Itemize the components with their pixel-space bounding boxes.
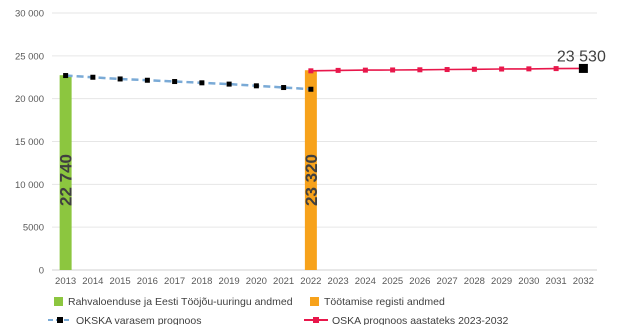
legend-label: Rahvaloenduse ja Eesti Tööjõu-uuringu an… [68,296,293,308]
data-point-marker [362,67,368,73]
data-point-marker [117,76,123,82]
x-tick-label: 2030 [518,276,539,287]
x-tick-label: 2015 [110,276,131,287]
legend-swatch [310,297,319,306]
x-tick-label: 2020 [246,276,267,287]
x-tick-label: 2029 [491,276,512,287]
x-tick-label: 2025 [382,276,403,287]
data-point-marker [90,74,96,80]
data-point-marker [308,86,314,92]
gridlines [52,12,597,271]
x-tick-label: 2027 [437,276,458,287]
data-point-marker [253,83,259,89]
data-point-marker [335,67,341,73]
data-point-marker [499,66,505,72]
data-labels: 22 740 23 320 23 530 [57,48,606,206]
x-tick-label: 2026 [409,276,430,287]
legend: Rahvaloenduse ja Eesti Tööjõu-uuringu an… [48,296,508,325]
bars [59,70,317,270]
bar-value-label: 22 740 [57,154,76,206]
x-tick-label: 2016 [137,276,158,287]
y-tick-label: 0 [39,266,44,277]
data-point-marker [172,79,178,85]
data-point-marker [199,80,205,86]
y-tick-label: 20 000 [15,94,44,105]
bar [59,75,72,270]
data-point-marker [526,66,532,72]
legend-marker [57,317,63,323]
data-point-marker [417,67,423,73]
x-tick-label: 2017 [164,276,185,287]
x-tick-label: 2022 [300,276,321,287]
bar-value-label: 23 320 [302,154,321,206]
x-tick-label: 2013 [55,276,76,287]
legend-label: Töötamise registi andmed [324,296,445,308]
data-point-marker [281,85,287,91]
y-tick-label: 25 000 [15,51,44,62]
legend-marker [313,317,319,323]
y-tick-label: 15 000 [15,137,44,148]
data-point-marker [226,81,232,87]
series-line-previous-forecast [65,74,311,91]
x-axis-ticks: 2013 2014 2015 2016 2017 2018 2019 2020 2021 2022… [55,276,594,287]
data-point-marker [308,68,314,74]
legend-swatch [54,297,63,306]
series-lines [63,63,588,92]
x-tick-label: 2032 [573,276,594,287]
data-point-marker [63,73,69,79]
data-point-marker [144,77,150,83]
legend-label: OKSKA varasem prognoos [76,315,201,325]
y-tick-label: 10 000 [15,180,44,191]
x-tick-label: 2028 [464,276,485,287]
data-point-marker [471,66,477,72]
data-point-marker [444,67,450,73]
data-point-marker [553,66,559,72]
x-tick-label: 2024 [355,276,376,287]
x-tick-label: 2019 [219,276,240,287]
legend-label: OSKA prognoos aastateks 2023-2032 [332,315,508,325]
y-tick-label: 30 000 [15,9,44,20]
y-tick-label: 5000 [23,223,44,234]
data-point-marker [578,63,588,73]
x-tick-label: 2021 [273,276,294,287]
x-tick-label: 2031 [546,276,567,287]
data-point-marker [390,67,396,73]
y-axis-ticks: 0 5000 10 000 15 000 20 000 25 000 30 000 [15,9,44,277]
end-value-label: 23 530 [557,48,606,65]
x-tick-label: 2014 [82,276,103,287]
x-tick-label: 2023 [328,276,349,287]
bar [304,70,317,270]
x-tick-label: 2018 [191,276,212,287]
